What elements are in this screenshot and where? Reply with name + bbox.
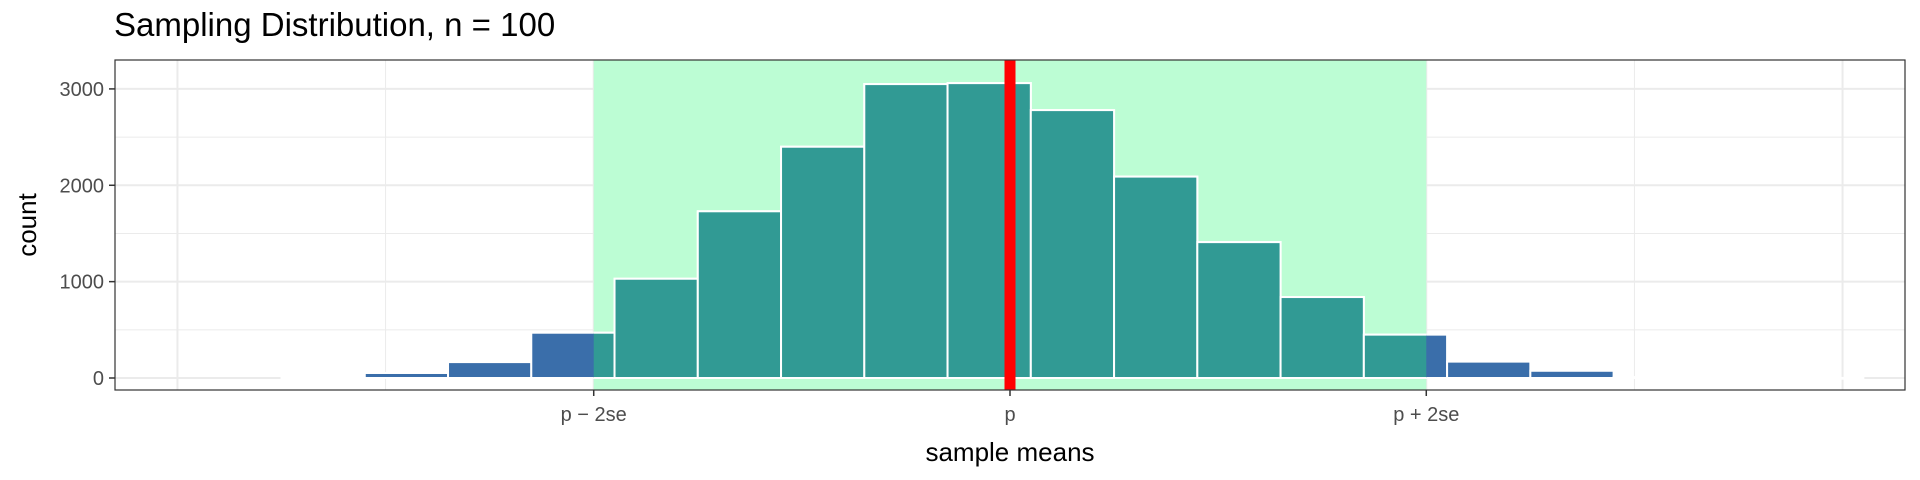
y-tick-label: 0 [93,368,104,390]
histogram-bar [1446,360,1532,380]
histogram-bar-highlighted [946,82,1032,380]
histogram-bar [280,376,366,380]
histogram-bar-highlighted [613,277,699,379]
histogram-bar [1529,369,1615,380]
chart-title: Sampling Distribution, n = 100 [114,6,556,43]
reference-line-p [1004,60,1016,390]
y-tick-label: 3000 [60,79,105,101]
y-tick-label: 2000 [60,175,105,197]
x-tick-label: p [1004,404,1015,426]
histogram-bar [1779,376,1865,380]
x-axis-ticks: p − 2se p p + 2se [561,390,1459,426]
histogram-bar [447,361,533,380]
histogram-bar-highlighted [1029,109,1116,379]
y-axis-ticks: 0 1000 2000 3000 [60,79,115,390]
reference-line [1004,60,1016,390]
histogram-bar-highlighted [1196,241,1282,379]
x-tick-label: p − 2se [561,404,627,426]
x-axis-title: sample means [925,437,1094,467]
y-axis-title: count [12,192,42,256]
x-tick-label: p + 2se [1393,404,1459,426]
histogram-bar-highlighted [1113,175,1199,379]
histogram-bar [1695,376,1782,380]
y-tick-label: 1000 [60,272,105,294]
histogram-bar-highlighted [780,145,866,379]
histogram-bar-highlighted [696,210,783,379]
histogram-bar [363,371,450,380]
histogram-bar-highlighted [1362,333,1427,379]
histogram-bars-highlighted [593,82,1427,380]
histogram-bar-highlighted [1279,296,1365,379]
histogram-bar-highlighted [863,83,949,379]
histogram-bar [1612,376,1698,380]
